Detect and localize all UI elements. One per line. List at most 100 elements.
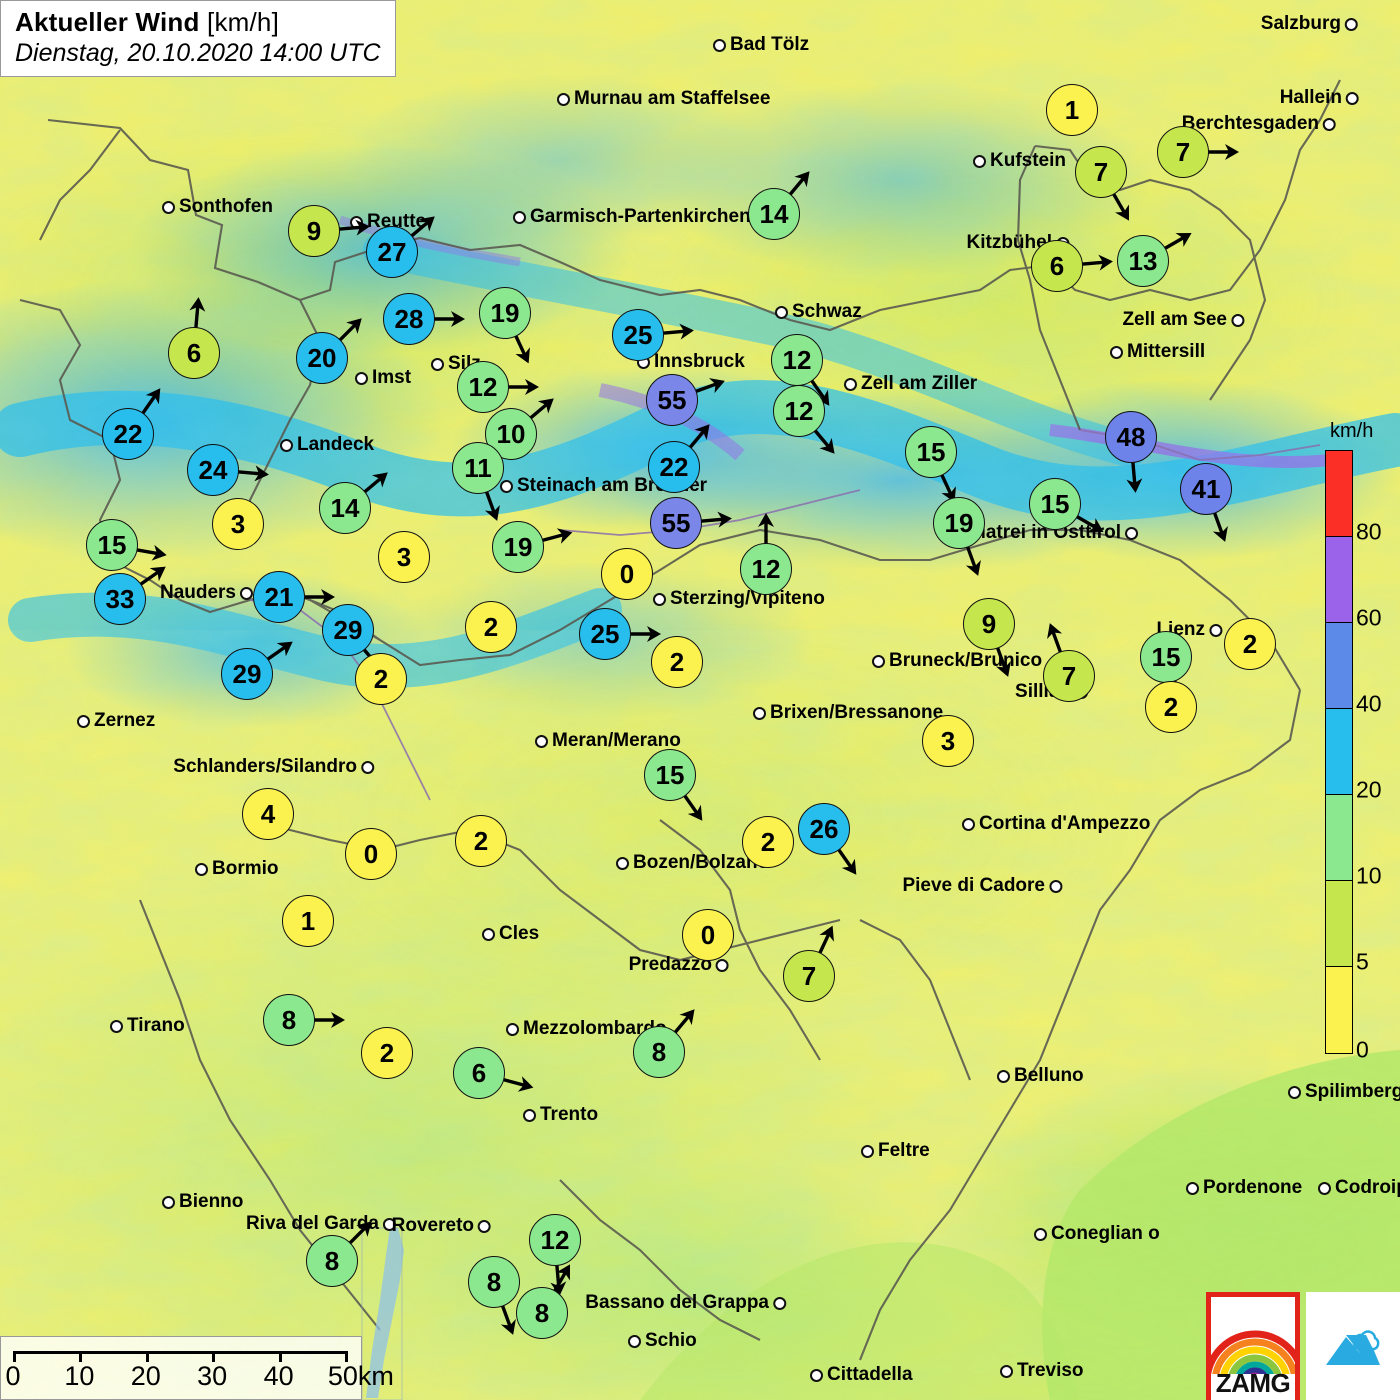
wind-station-marker[interactable]: 2 [355, 653, 407, 705]
wind-station-marker[interactable]: 7 [1043, 650, 1095, 702]
wind-station-marker[interactable]: 6 [168, 327, 220, 379]
wind-station-marker[interactable]: 25 [612, 309, 664, 361]
wind-station-marker[interactable]: 8 [468, 1256, 520, 1308]
wind-station-marker[interactable]: 0 [601, 548, 653, 600]
wind-station-marker[interactable]: 6 [1031, 240, 1083, 292]
city-label: Pordenone [1203, 1177, 1303, 1198]
wind-station-marker[interactable]: 14 [319, 482, 371, 534]
city-marker: Imst [355, 367, 411, 389]
city-marker: Pordenone [1186, 1177, 1302, 1199]
city-dot-icon [77, 714, 90, 728]
city-dot-icon [431, 357, 444, 371]
wind-station-marker[interactable]: 25 [579, 608, 631, 660]
wind-station-marker[interactable]: 1 [1046, 84, 1098, 136]
wind-station-marker[interactable]: 9 [963, 598, 1015, 650]
city-marker: Hallein [1280, 87, 1359, 109]
wind-station-marker[interactable]: 2 [651, 636, 703, 688]
wind-station-marker[interactable]: 15 [644, 749, 696, 801]
wind-station-marker[interactable]: 22 [102, 408, 154, 460]
wind-station-marker[interactable]: 1 [282, 895, 334, 947]
wind-station-marker[interactable]: 8 [263, 994, 315, 1046]
wind-station-marker[interactable]: 0 [682, 909, 734, 961]
wind-station-marker[interactable]: 2 [455, 815, 507, 867]
wind-station-marker[interactable]: 55 [646, 374, 698, 426]
wind-station-marker[interactable]: 3 [922, 715, 974, 767]
city-label: Bormio [212, 858, 279, 879]
wind-station-marker[interactable]: 15 [86, 519, 138, 571]
scale-label: 50km [327, 1361, 394, 1391]
wind-station-marker[interactable]: 7 [1157, 126, 1209, 178]
city-dot-icon [513, 210, 526, 224]
wind-station-marker[interactable]: 33 [94, 573, 146, 625]
wind-station-marker[interactable]: 19 [479, 287, 531, 339]
city-label: Bad Tölz [730, 34, 810, 55]
city-dot-icon [110, 1019, 123, 1033]
wind-station-marker[interactable]: 7 [1075, 146, 1127, 198]
city-dot-icon [1186, 1181, 1199, 1195]
wind-station-marker[interactable]: 12 [529, 1214, 581, 1266]
geosphere-logo[interactable] [1306, 1292, 1400, 1400]
city-marker: Bruneck/Brunico [872, 650, 1042, 672]
scale-tick [212, 1351, 216, 1362]
wind-station-marker[interactable]: 41 [1180, 463, 1232, 515]
city-marker: Brixen/Bressanone [753, 702, 943, 724]
wind-station-marker[interactable]: 2 [465, 601, 517, 653]
wind-station-marker[interactable]: 6 [453, 1047, 505, 1099]
wind-station-marker[interactable]: 19 [492, 521, 544, 573]
wind-station-marker[interactable]: 24 [187, 444, 239, 496]
wind-station-marker[interactable]: 4 [242, 788, 294, 840]
wind-station-marker[interactable]: 27 [366, 226, 418, 278]
wind-station-marker[interactable]: 12 [457, 361, 509, 413]
city-label: Zernez [94, 710, 156, 731]
wind-station-marker[interactable]: 20 [296, 332, 348, 384]
wind-station-marker[interactable]: 2 [1224, 618, 1276, 670]
wind-station-marker[interactable]: 3 [378, 531, 430, 583]
wind-station-marker[interactable]: 28 [383, 293, 435, 345]
city-label: Kufstein [990, 150, 1066, 171]
wind-station-marker[interactable]: 21 [253, 571, 305, 623]
wind-station-marker[interactable]: 14 [748, 188, 800, 240]
wind-station-marker[interactable]: 22 [648, 441, 700, 493]
wind-station-marker[interactable]: 2 [1145, 681, 1197, 733]
wind-station-marker[interactable]: 12 [771, 334, 823, 386]
wind-station-marker[interactable]: 12 [740, 543, 792, 595]
wind-station-marker[interactable]: 9 [288, 205, 340, 257]
wind-station-marker[interactable]: 48 [1105, 411, 1157, 463]
wind-station-marker[interactable]: 29 [221, 648, 273, 700]
city-marker: Tirano [110, 1015, 185, 1037]
wind-station-marker[interactable]: 2 [742, 816, 794, 868]
city-label: Schwaz [792, 301, 862, 322]
wind-station-marker[interactable]: 19 [933, 497, 985, 549]
city-marker: Pieve di Cadore [902, 875, 1062, 897]
wind-station-marker[interactable]: 26 [798, 803, 850, 855]
city-dot-icon [962, 817, 975, 831]
zamg-logo[interactable]: ZAMG [1206, 1292, 1300, 1400]
wind-station-marker[interactable]: 12 [773, 385, 825, 437]
wind-station-marker[interactable]: 8 [633, 1026, 685, 1078]
city-label: Hallein [1279, 87, 1342, 108]
wind-station-marker[interactable]: 15 [905, 426, 957, 478]
city-label: Trento [540, 1104, 599, 1125]
wind-station-marker[interactable]: 0 [345, 828, 397, 880]
wind-station-marker[interactable]: 3 [212, 498, 264, 550]
wind-station-marker[interactable]: 8 [516, 1287, 568, 1339]
wind-station-marker[interactable]: 29 [322, 604, 374, 656]
wind-station-marker[interactable]: 7 [783, 950, 835, 1002]
city-marker: Murnau am Staffelsee [557, 88, 770, 110]
wind-station-marker[interactable]: 15 [1140, 631, 1192, 683]
wind-station-marker[interactable]: 55 [650, 497, 702, 549]
wind-station-marker[interactable]: 13 [1117, 235, 1169, 287]
city-marker: Salzburg [1261, 13, 1358, 35]
zamg-wordmark: ZAMG [1215, 1368, 1291, 1398]
wind-station-marker[interactable]: 11 [452, 442, 504, 494]
logo-group: ZAMG [1206, 1292, 1400, 1400]
wind-station-marker[interactable]: 15 [1029, 478, 1081, 530]
wind-station-marker[interactable]: 2 [361, 1027, 413, 1079]
city-dot-icon [628, 1334, 641, 1348]
city-dot-icon [844, 377, 857, 391]
city-marker: Nauders [160, 582, 253, 604]
wind-station-marker[interactable]: 8 [306, 1235, 358, 1287]
city-dot-icon [506, 1022, 519, 1036]
